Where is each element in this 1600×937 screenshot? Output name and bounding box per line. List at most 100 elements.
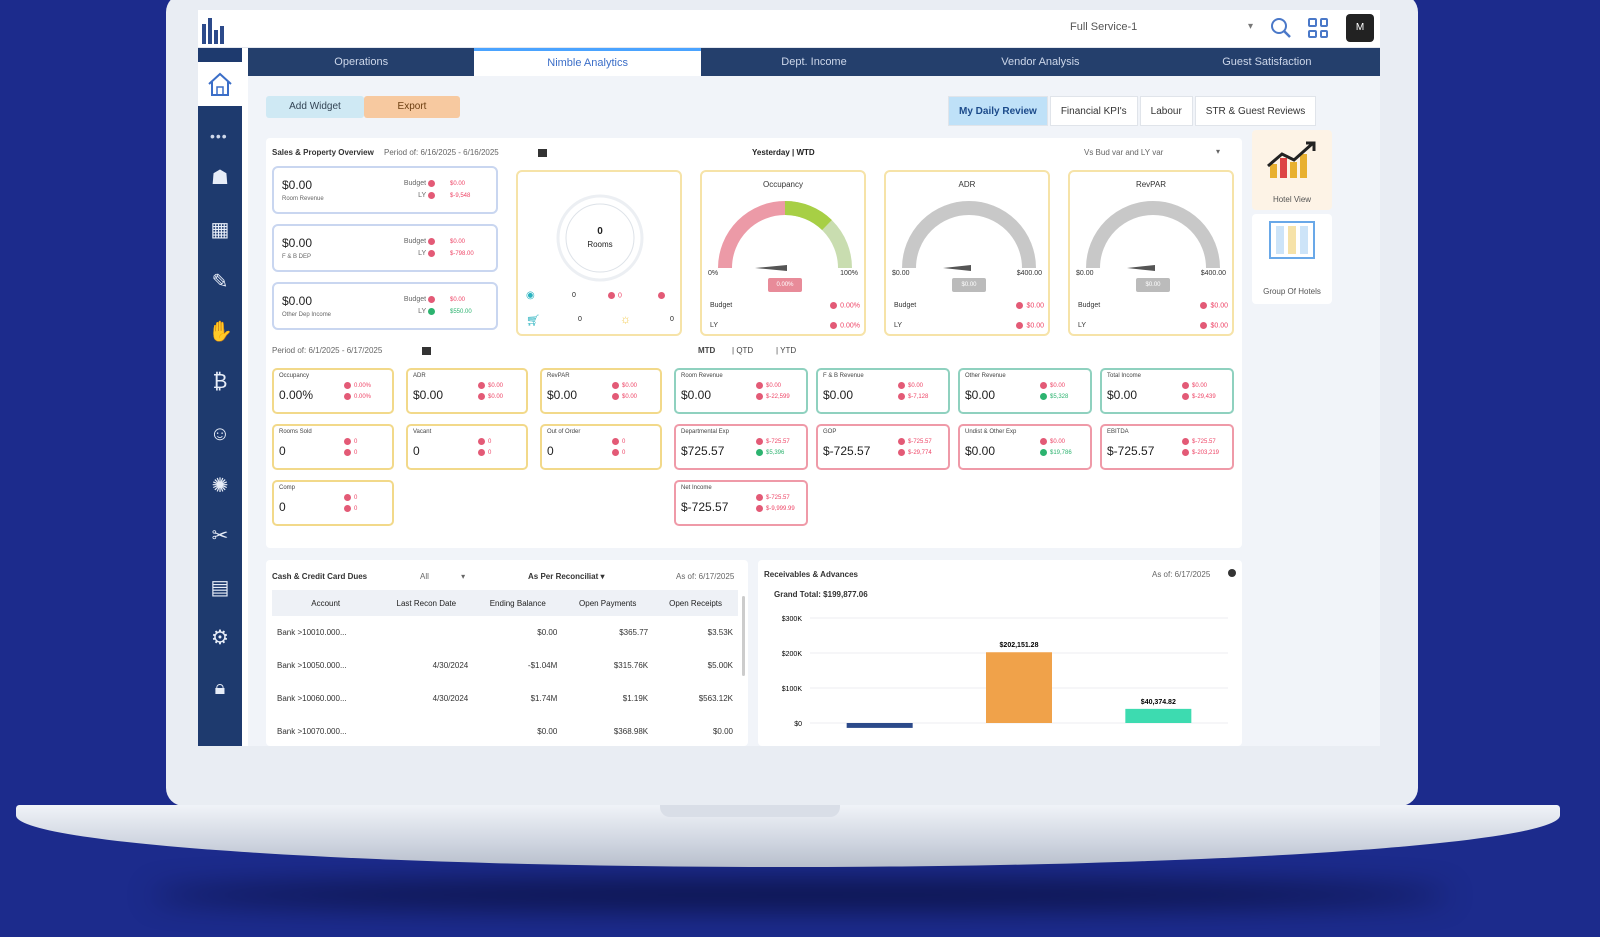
kpi-deltas: $0.00 $0.00 [478, 381, 503, 403]
lock-icon[interactable]: 🔒︎ [214, 677, 226, 699]
kpi-card-vacant[interactable]: Vacant 0 0 0 [406, 424, 528, 470]
search-icon[interactable] [1270, 17, 1292, 39]
more-icon[interactable]: ••• [210, 128, 228, 144]
tab-financial-kpis[interactable]: Financial KPI's [1049, 96, 1138, 126]
tools-icon[interactable]: ✂ [211, 525, 229, 547]
compare-select[interactable]: Vs Bud var and LY var [1084, 148, 1164, 157]
kpi-card-net-income[interactable]: Net Income $-725.57 $-725.57 $-9,999.99 [674, 480, 808, 526]
overview-period: Period of: 6/16/2025 - 6/16/2025 [384, 148, 499, 157]
export-button[interactable]: Export [364, 96, 460, 118]
kpi-card-rooms-sold[interactable]: Rooms Sold 0 0 0 [272, 424, 394, 470]
bar[interactable] [986, 652, 1052, 723]
occupancy-gauge [718, 200, 852, 271]
grand-total: Grand Total: $199,877.06 [774, 590, 868, 599]
col-account[interactable]: Account [272, 590, 380, 616]
other-dep-income-card[interactable]: $0.00 Other Dep Income Budget LY $0.00 $5… [272, 282, 498, 330]
kpi-card-other-revenue[interactable]: Other Revenue $0.00 $0.00 $5,328 [958, 368, 1092, 414]
kpi-card-total-income[interactable]: Total Income $0.00 $0.00 $-29,439 [1100, 368, 1234, 414]
kpi-card-gop[interactable]: GOP $-725.57 $-725.57 $-29,774 [816, 424, 950, 470]
tab-nimble-analytics[interactable]: Nimble Analytics [474, 48, 701, 76]
building-icon[interactable]: ▦ [210, 219, 230, 241]
col-open-receipts[interactable]: Open Receipts [653, 590, 738, 616]
kpi-value: 0.00% [279, 388, 314, 402]
hotel-view-button[interactable]: Hotel View [1252, 130, 1332, 210]
cleaning-icon[interactable]: ✎ [211, 271, 229, 293]
avatar[interactable]: M [1346, 14, 1374, 42]
finance-icon[interactable]: ₿ [212, 371, 228, 393]
fb-dep-card[interactable]: $0.00 F & B DEP Budget LY $0.00 $-798.00 [272, 224, 498, 272]
staff-icon[interactable]: ☺ [209, 423, 231, 445]
tab-operations[interactable]: Operations [334, 56, 389, 68]
info-icon[interactable] [1228, 569, 1236, 577]
hand-service-icon[interactable]: ✋ [208, 321, 233, 343]
kpi-card-ebitda[interactable]: EBITDA $-725.57 $-725.57 $-203,219 [1100, 424, 1234, 470]
table-row[interactable]: Bank >10070.000... $0.00 $368.98K $0.00 [277, 727, 733, 736]
kpi-label: GOP [823, 429, 837, 435]
bar[interactable] [846, 723, 913, 728]
bar[interactable] [1125, 708, 1192, 723]
rooms-card[interactable]: 0 Rooms ◉ 0 0 🛒︎ 0 ☼ 0 [516, 170, 682, 336]
filter-select[interactable]: All ▾ [420, 572, 466, 581]
chevron-down-icon[interactable]: ▾ [1216, 147, 1221, 156]
property-selector[interactable]: Full Service-1 [1070, 21, 1138, 33]
kpi-card-adr[interactable]: ADR $0.00 $0.00 $0.00 [406, 368, 528, 414]
kpi-card-fb-revenue[interactable]: F & B Revenue $0.00 $0.00 $-7,128 [816, 368, 950, 414]
tab-guest-satisfaction[interactable]: Guest Satisfaction [1222, 56, 1312, 68]
tab-dept-income[interactable]: Dept. Income [781, 56, 847, 68]
gauge-value: $0.00 [952, 278, 986, 292]
document-icon[interactable]: ▤ [210, 577, 230, 599]
kpi-card-occupancy[interactable]: Occupancy 0.00% 0.00% 0.00% [272, 368, 394, 414]
receivables-asof: As of: 6/17/2025 [1152, 570, 1211, 579]
revpar-gauge-card[interactable]: RevPAR $0.00 $400.00 $0.00 Budget $0.00 L… [1068, 170, 1234, 336]
concierge-icon[interactable]: ☗ [211, 167, 229, 189]
kpi-card-comp[interactable]: Comp 0 0 0 [272, 480, 394, 526]
gauge-budget-row: Budget $0.00 [1078, 302, 1228, 310]
adr-gauge-card[interactable]: ADR $0.00 $400.00 $0.00 Budget $0.00 LY $0… [884, 170, 1050, 336]
col-open-payments[interactable]: Open Payments [562, 590, 654, 616]
recon-select[interactable]: As Per Reconciliat ▾ [528, 572, 605, 581]
calendar-icon[interactable] [538, 149, 547, 157]
receivables-panel: Receivables & Advances As of: 6/17/2025 … [758, 560, 1242, 746]
kpi-card-undist-other-exp[interactable]: Undist & Other Exp $0.00 $0.00 $19,786 [958, 424, 1092, 470]
table-row[interactable]: Bank >10060.000... 4/30/2024 $1.74M $1.19K $… [277, 694, 733, 703]
kpi-label: Net Income [681, 485, 712, 491]
kpi-deltas: 0.00% 0.00% [344, 381, 371, 403]
tab-vendor-analysis[interactable]: Vendor Analysis [1001, 56, 1080, 68]
ideas-icon[interactable]: ✺ [211, 475, 229, 497]
group-hotels-button[interactable]: Group Of Hotels [1252, 214, 1332, 304]
kpi-label: Departmental Exp [681, 429, 730, 435]
table-row[interactable]: Bank >10050.000... 4/30/2024 -$1.04M $315.7… [277, 661, 733, 670]
table-scrollbar[interactable] [742, 596, 745, 676]
settings-icon[interactable]: ⚙ [211, 627, 229, 649]
tab-str-guest-reviews[interactable]: STR & Guest Reviews [1194, 96, 1317, 126]
cash-dues-panel: Cash & Credit Card Dues All ▾ As Per Rec… [266, 560, 748, 746]
kpi-value: $725.57 [681, 444, 725, 458]
kpi-card-room-revenue[interactable]: Room Revenue $0.00 $0.00 $-22,599 [674, 368, 808, 414]
apps-grid-icon[interactable] [1308, 18, 1328, 38]
period-toggle[interactable]: Yesterday | WTD [752, 148, 815, 157]
room-revenue-card[interactable]: $0.00 Room Revenue Budget LY $0.00 $-9,54… [272, 166, 498, 214]
gauge-ly-row: LY $0.00 [1078, 322, 1228, 330]
kpi-card-out-of-order[interactable]: Out of Order 0 0 0 [540, 424, 662, 470]
gauge-title: Occupancy [762, 180, 804, 189]
kpi-card-revpar[interactable]: RevPAR $0.00 $0.00 $0.00 [540, 368, 662, 414]
add-widget-button[interactable]: Add Widget [266, 96, 364, 118]
calendar-icon[interactable] [422, 347, 431, 355]
kpi-card-departmental-exp[interactable]: Departmental Exp $725.57 $-725.57 $5,396 [674, 424, 808, 470]
home-icon[interactable] [198, 62, 242, 106]
kpi-label: Rooms Sold [279, 429, 312, 435]
tab-labour[interactable]: Labour [1139, 96, 1193, 126]
occupancy-gauge-card[interactable]: Occupancy 0% 100% 0.00% Budget 0.00% LY 0.… [700, 170, 866, 336]
col-ending-balance[interactable]: Ending Balance [473, 590, 563, 616]
hotels-grid-icon [1269, 221, 1315, 259]
toggle-mtd[interactable]: MTD [698, 346, 716, 355]
kpi-value: 0 [413, 444, 420, 458]
col-last-recon[interactable]: Last Recon Date [379, 590, 474, 616]
toggle-qtd[interactable]: | QTD [732, 346, 754, 355]
gauge-ly-row: LY $0.00 [894, 322, 1044, 330]
table-row[interactable]: Bank >10010.000... $0.00 $365.77 $3.53K [277, 628, 733, 637]
chevron-down-icon[interactable]: ▾ [1248, 21, 1254, 32]
toggle-ytd[interactable]: | YTD [776, 346, 797, 355]
gauge-title: RevPAR [1135, 180, 1167, 189]
tab-my-daily-review[interactable]: My Daily Review [948, 96, 1048, 126]
